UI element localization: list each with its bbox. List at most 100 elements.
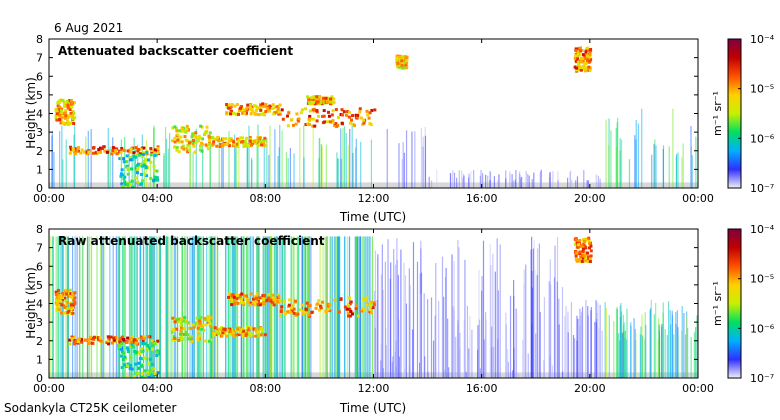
signal-streak	[490, 376, 492, 378]
layer-cell	[146, 335, 150, 339]
layer-cell	[143, 376, 147, 378]
layer-cell	[119, 150, 123, 154]
layer-cell	[298, 308, 302, 312]
layer-cell	[126, 362, 130, 366]
layer-cell	[206, 147, 210, 151]
colorbar-2: 10⁻⁴ 10⁻⁵ 10⁻⁶ 10⁻⁷ m⁻¹ sr⁻¹	[711, 223, 775, 385]
layer-cell	[288, 311, 292, 315]
signal-streak	[587, 315, 589, 378]
layer-cell	[153, 178, 157, 182]
layer-cell	[588, 59, 592, 63]
layer-cell	[144, 158, 148, 162]
signal-streak	[616, 306, 618, 378]
signal-streak	[621, 332, 623, 378]
layer-cell	[334, 108, 338, 112]
layer-cell	[258, 106, 262, 110]
layer-cell	[271, 293, 275, 297]
layer-cell	[583, 62, 587, 66]
layer-cell	[314, 306, 318, 310]
layer-cell	[227, 295, 231, 299]
signal-streak	[497, 338, 499, 378]
signal-streak	[525, 170, 527, 188]
signal-streak	[368, 236, 370, 378]
signal-streak	[250, 157, 253, 188]
signal-streak	[485, 311, 487, 378]
signal-streak	[527, 353, 529, 378]
layer-cell	[212, 140, 216, 144]
layer-cell	[354, 307, 358, 311]
signal-streak	[287, 157, 289, 188]
colorbar-unit-label: m⁻¹ sr⁻¹	[711, 91, 724, 136]
signal-streak	[523, 269, 525, 378]
signal-streak	[666, 334, 668, 378]
signal-streak	[183, 236, 186, 378]
signal-streak	[485, 174, 487, 188]
signal-streak	[641, 108, 643, 188]
signal-streak	[464, 365, 466, 378]
signal-streak	[575, 180, 577, 188]
layer-cell	[147, 375, 151, 378]
layer-cell	[323, 120, 327, 124]
signal-streak	[494, 271, 496, 378]
layer-cell	[68, 288, 72, 292]
layer-cell	[98, 146, 102, 150]
signal-streak	[214, 236, 216, 378]
signal-streak	[336, 236, 338, 378]
signal-streak	[580, 315, 582, 378]
layer-cell	[278, 103, 282, 107]
layer-cell	[301, 309, 305, 313]
y-tick-label: 7	[36, 242, 43, 255]
layer-cell	[326, 302, 330, 306]
layer-cell	[242, 294, 246, 298]
layer-cell	[236, 327, 240, 331]
signal-streak	[693, 332, 695, 378]
layer-cell	[63, 104, 67, 108]
layer-cell	[152, 367, 156, 371]
signal-streak	[564, 316, 566, 378]
layer-cell	[215, 330, 219, 334]
signal-streak	[532, 248, 534, 378]
signal-streak	[462, 173, 465, 188]
signal-streak	[302, 236, 304, 378]
layer-cell	[196, 326, 200, 330]
layer-cell	[68, 151, 72, 155]
panel-title-1: Attenuated backscatter coefficient	[58, 44, 293, 58]
layer-cell	[63, 293, 67, 297]
signal-streak	[298, 236, 300, 378]
layer-cell	[322, 114, 326, 118]
signal-streak	[444, 277, 447, 378]
signal-streak	[59, 236, 61, 378]
layer-cell	[241, 329, 245, 333]
layer-cell	[348, 307, 352, 311]
layer-cell	[368, 308, 372, 312]
layer-cell	[130, 343, 134, 347]
layer-cell	[237, 112, 241, 116]
signal-streak	[527, 173, 529, 188]
signal-streak	[102, 236, 104, 378]
layer-cell	[177, 318, 181, 322]
layer-cell	[119, 354, 123, 358]
layer-cell	[211, 142, 215, 146]
layer-cell	[70, 105, 74, 109]
signal-streak	[687, 328, 689, 378]
signal-streak	[164, 126, 167, 188]
layer-cell	[333, 298, 337, 302]
layer-cell	[286, 124, 290, 128]
layer-cell	[301, 312, 305, 316]
layer-cell	[118, 340, 122, 344]
layer-cell	[54, 290, 58, 294]
signal-streak	[331, 236, 334, 378]
signal-streak	[581, 306, 584, 378]
layer-cell	[69, 99, 73, 103]
layer-cell	[132, 375, 136, 378]
signal-streak	[458, 170, 460, 188]
layer-cell	[134, 341, 138, 345]
layer-cell	[59, 121, 63, 125]
signal-streak	[528, 175, 530, 188]
signal-streak	[276, 236, 278, 378]
layer-cell	[245, 136, 249, 140]
y-tick-label: 0	[36, 372, 43, 385]
layer-cell	[308, 109, 312, 113]
layer-cell	[360, 309, 364, 313]
layer-cell	[132, 155, 136, 159]
